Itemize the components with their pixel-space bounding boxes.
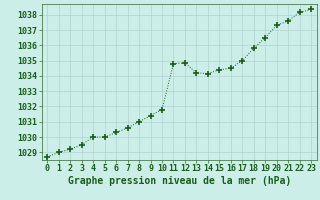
X-axis label: Graphe pression niveau de la mer (hPa): Graphe pression niveau de la mer (hPa) xyxy=(68,176,291,186)
